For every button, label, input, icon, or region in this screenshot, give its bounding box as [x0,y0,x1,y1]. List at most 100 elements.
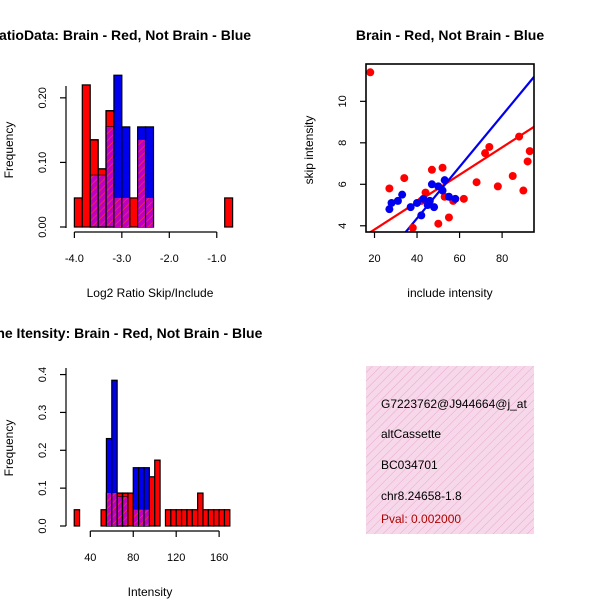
info-pval: Pval: 0.002000 [381,512,461,526]
scatter-blue-point [417,211,426,220]
scatter-x-ticks: 20 40 60 80 [368,232,508,265]
p3-red-bar [191,509,199,527]
p3-red-outline [121,492,129,527]
ratio-y-label: Frequency [2,122,16,179]
scatter-x-tick-label: 40 [411,253,423,265]
scatter-y-tick-label: 6 [337,181,349,187]
p3-overlap-bar [133,509,139,526]
info-probe-id: G7223762@J944664@j_at [381,397,527,411]
p3-overlap-bar [144,509,149,526]
scatter-red-point [472,178,481,187]
scatter-red-fit-line [368,125,534,232]
p3-overlap-bar [123,496,128,526]
p3-red-bar [213,509,220,527]
p3-red-bar [127,492,134,527]
gene-x-label: Intensity [128,585,173,599]
p3-x-tick-label: 160 [210,552,228,564]
scatter-frame [365,63,535,233]
scatter-blue-point [444,192,453,201]
scatter-x-tick-label: 80 [496,253,508,265]
p1-overlap-bar [98,175,106,227]
p3-y-tick-label: 0.3 [37,405,49,420]
scatter-red-point [366,68,375,77]
p3-x-tick-label: 40 [84,552,96,564]
scatter-red-point [481,149,490,158]
p3-red-bar [180,509,188,527]
scatter-y-tick-label: 8 [337,140,349,146]
scatter-red-point [421,188,430,197]
p3-red-bar [73,509,81,527]
ratio-histogram-title: RatioData: Brain - Red, Not Brain - Blue [0,27,251,43]
p1-overlap-bar [138,139,145,227]
scatter-red-point [438,163,447,172]
p1-y-tick-label: 0.00 [37,216,49,237]
scatter-x-label: include intensity [407,286,492,300]
p1-overlap-bar [90,175,98,227]
scatter-red-point [385,184,394,193]
p3-overlap-bar [139,509,144,526]
scatter-fit-lines [368,76,534,232]
p3-y-tick-label: 0.2 [37,443,49,458]
scatter-red-point [515,132,524,141]
scatter-x-tick-label: 20 [368,253,380,265]
p1-x-tick-label: -1.0 [207,253,226,265]
scatter-x-tick-label: 60 [453,253,465,265]
scatter-red-point [459,194,468,203]
info-box-panel: G7223762@J944664@j_at altCassette BC0347… [366,366,534,534]
info-event-type: altCassette [381,427,441,441]
scatter-y-ticks: 4 6 8 10 [337,95,366,229]
scatter-blue-point [406,203,415,212]
p3-x-tick-label: 120 [167,552,185,564]
p3-red-bar [164,509,172,527]
p3-overlap-bar [107,493,112,526]
p1-x-tick-label: -3.0 [112,253,131,265]
p3-y-tick-label: 0.1 [37,480,49,495]
p1-overlap-bar [106,126,114,227]
gene-intensity-bars [73,379,231,527]
info-accession: BC034701 [381,458,438,472]
scatter-blue-point [393,196,402,205]
scatter-blue-point [413,198,422,207]
p1-y-tick-label: 0.20 [37,87,49,108]
p1-red-bar [129,197,139,228]
ratio-histogram-bars [73,74,234,228]
scatter-y-tick-label: 10 [337,95,349,107]
scatter-red-point [400,174,409,183]
p1-overlap-bar [114,197,122,227]
scatter-red-point [493,182,502,191]
scatter-y-tick-label: 4 [337,223,349,229]
p1-overlap-bar [146,197,153,227]
scatter-blue-fit-line [404,76,534,232]
p3-red-bar [202,509,209,527]
scatter-red-point [525,147,534,156]
p3-red-bar [100,509,108,527]
gene-intensity-title: Gene Itensity: Brain - Red, Not Brain - … [0,325,263,341]
gene-y-ticks: 0.0 0.1 0.2 0.3 0.4 [37,367,66,534]
p3-red-bar [175,509,183,527]
scatter-red-point [519,186,528,195]
scatter-blue-point [451,194,460,203]
p3-red-bar [207,509,215,527]
p1-x-tick-label: -4.0 [65,253,84,265]
gene-intensity-histogram-panel: Gene Itensity: Brain - Red, Not Brain - … [0,325,263,599]
p3-y-tick-label: 0.4 [37,367,49,382]
gene-x-ticks: 40 80 120 160 [84,531,228,564]
ratio-x-ticks: -4.0 -3.0 -2.0 -1.0 [65,232,226,265]
p3-red-bar [148,476,156,527]
scatter-points [366,68,534,232]
scatter-blue-point [425,196,434,205]
p3-overlap-bar [117,496,122,526]
p3-red-bar [218,509,226,527]
scatter-blue-point [438,186,447,195]
p3-red-bar [186,509,193,527]
ratio-y-ticks: 0.00 0.10 0.20 [37,87,66,238]
scatter-red-point [485,142,494,151]
ratio-x-label: Log2 Ratio Skip/Include [87,286,214,300]
p1-red-bar [81,84,91,228]
scatter-blue-point [430,203,439,212]
p3-y-tick-label: 0.0 [37,518,49,533]
scatter-title: Brain - Red, Not Brain - Blue [356,27,544,43]
scatter-red-point [427,165,436,174]
scatter-blue-point [398,190,407,199]
p3-red-bar [154,459,161,527]
